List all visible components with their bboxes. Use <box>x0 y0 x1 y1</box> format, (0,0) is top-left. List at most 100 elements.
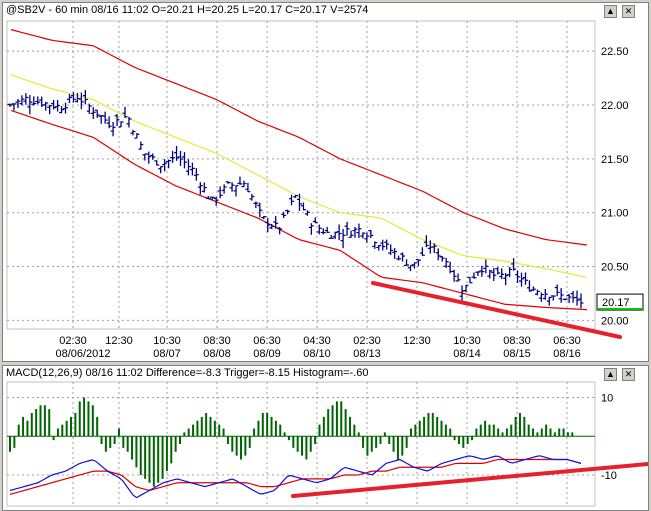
price-chart-pane[interactable]: @SB2V - 60 min 08/16 11:02 O=20.21 H=20.… <box>2 2 649 362</box>
price-bar <box>495 267 501 275</box>
price-x-date-label: 08/14 <box>453 348 481 360</box>
price-bar <box>166 159 172 169</box>
last-price-label: 20.17 <box>602 297 630 309</box>
macd-difference-line <box>9 455 582 499</box>
price-bar <box>380 239 386 251</box>
macd-trendline <box>291 462 648 498</box>
price-bar <box>185 159 191 176</box>
price-x-date-label: 08/09 <box>253 348 281 360</box>
price-bar <box>503 273 509 286</box>
price-bar <box>554 284 560 297</box>
price-bar <box>471 272 477 279</box>
price-x-time-label: 10:30 <box>453 335 481 347</box>
price-bar <box>138 141 144 150</box>
price-bar <box>158 166 164 174</box>
price-bar <box>304 210 310 216</box>
macd-y-tick-label: -10 <box>601 470 617 482</box>
price-bar <box>483 259 489 274</box>
price-bar <box>245 182 251 193</box>
price-bar <box>59 106 65 114</box>
price-bar <box>134 132 140 139</box>
price-bar <box>102 111 108 124</box>
price-bar <box>332 231 338 240</box>
price-x-date-label: 08/07 <box>153 348 181 360</box>
price-bar <box>213 196 219 206</box>
price-bar <box>515 270 521 283</box>
price-bar <box>364 232 370 243</box>
last-price-marker <box>597 308 643 311</box>
price-bar <box>225 181 231 184</box>
price-bar <box>348 230 354 238</box>
price-bar <box>455 273 461 282</box>
macd-pane-maximize-button[interactable]: ▲ <box>604 368 617 381</box>
price-bar <box>63 102 69 114</box>
price-x-time-label: 12:30 <box>403 335 431 347</box>
price-bar <box>78 92 84 110</box>
price-bar <box>415 259 421 267</box>
price-bar <box>249 193 255 201</box>
price-bar <box>233 185 239 197</box>
price-y-tick-label: 21.00 <box>601 208 629 220</box>
price-x-date-label: 08/10 <box>303 348 331 360</box>
price-x-date-label: 08/16 <box>553 348 581 360</box>
price-bar <box>110 121 116 137</box>
price-bar <box>423 235 429 248</box>
price-bar <box>562 298 568 301</box>
price-bar <box>15 99 21 109</box>
price-bar <box>23 93 29 105</box>
macd-pane-close-button[interactable]: ✕ <box>622 368 635 381</box>
price-y-tick-label: 21.50 <box>601 154 629 166</box>
macd-chart-header: MACD(12,26,9) 08/16 11:02 Difference=-8.… <box>6 367 369 379</box>
price-bar <box>491 267 497 281</box>
price-bar <box>372 241 378 249</box>
price-bar <box>237 176 243 185</box>
price-bar <box>384 239 390 250</box>
price-bar <box>146 151 152 164</box>
price-bar <box>35 96 41 105</box>
price-x-time-label: 08:30 <box>503 335 531 347</box>
price-bar <box>558 288 564 303</box>
price-bar <box>201 182 207 193</box>
price-bar <box>336 224 342 241</box>
price-bar <box>435 248 441 261</box>
price-bar <box>253 201 259 209</box>
price-bar <box>19 95 25 106</box>
price-bar <box>181 152 187 169</box>
price-x-date-label: 08/15 <box>503 348 531 360</box>
price-x-date-label: 08/08 <box>203 348 231 360</box>
price-bar <box>277 227 283 235</box>
price-bar <box>344 221 350 236</box>
price-bar <box>27 95 33 115</box>
price-bar <box>392 248 398 259</box>
price-bar <box>205 195 211 200</box>
price-bar <box>368 229 374 239</box>
price-bar <box>51 99 57 110</box>
price-bar <box>396 255 402 261</box>
price-bar <box>407 264 413 272</box>
price-x-time-label: 10:30 <box>153 335 181 347</box>
price-bar <box>439 256 445 262</box>
price-y-tick-label: 20.00 <box>601 315 629 327</box>
price-bar <box>475 271 481 276</box>
price-pane-maximize-button[interactable]: ▲ <box>604 5 617 18</box>
price-bar <box>467 276 473 284</box>
price-bar <box>522 272 528 285</box>
price-x-date-label: 08/06/2012 <box>55 348 110 360</box>
price-bar <box>356 223 362 238</box>
price-bar <box>178 150 184 166</box>
price-trendline <box>371 281 622 339</box>
price-bar <box>55 99 61 112</box>
macd-chart-plot: 10 -10 <box>6 381 648 507</box>
price-bar <box>526 280 532 292</box>
price-bar <box>209 196 215 201</box>
macd-chart-pane[interactable]: MACD(12,26,9) 08/16 11:02 Difference=-8.… <box>2 365 649 511</box>
price-bar <box>122 106 128 118</box>
price-bar <box>419 247 425 256</box>
price-x-time-label: 08:30 <box>203 335 231 347</box>
price-bar <box>300 202 306 211</box>
price-pane-close-button[interactable]: ✕ <box>622 5 635 18</box>
price-x-time-label: 02:30 <box>59 335 87 347</box>
price-bar <box>94 109 100 118</box>
price-bar <box>352 226 358 238</box>
price-x-time-label: 04:30 <box>303 335 331 347</box>
